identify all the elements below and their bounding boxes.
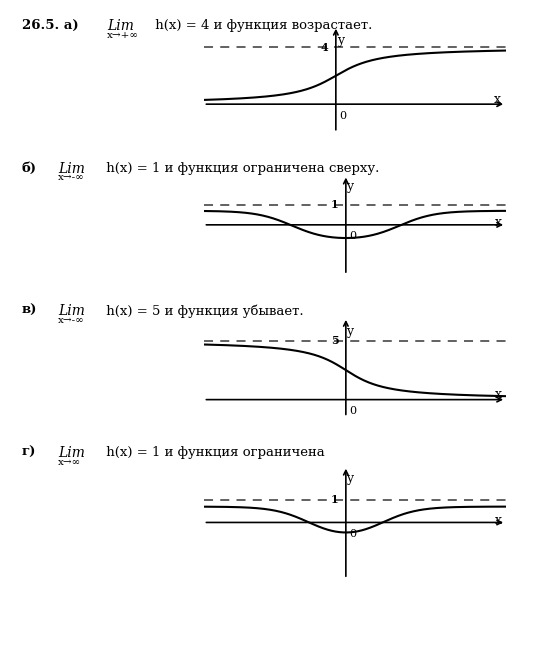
Text: Lim: Lim [58,162,85,176]
Text: x: x [495,216,502,229]
Text: y: y [346,472,354,485]
Text: y: y [337,34,344,47]
Text: 1: 1 [331,494,339,505]
Text: h(x) = 5 и функция убывает.: h(x) = 5 и функция убывает. [102,304,304,318]
Text: x: x [494,93,501,107]
Text: x→-∞: x→-∞ [58,173,85,182]
Text: x: x [495,514,502,527]
Text: 1: 1 [331,199,339,210]
Text: 0: 0 [349,406,356,415]
Text: Lim: Lim [58,304,85,318]
Text: 0: 0 [340,111,346,120]
Text: 26.5. а): 26.5. а) [22,19,79,32]
Text: в): в) [22,304,37,317]
Text: y: y [346,325,354,338]
Text: x→-∞: x→-∞ [58,316,85,325]
Text: h(x) = 1 и функция ограничена сверху.: h(x) = 1 и функция ограничена сверху. [102,162,379,175]
Text: Lim: Lim [107,19,134,34]
Text: 4: 4 [321,41,328,53]
Text: x→+∞: x→+∞ [107,31,139,40]
Text: Lim: Lim [58,446,85,461]
Text: г): г) [22,446,36,459]
Text: y: y [346,180,354,193]
Text: 0: 0 [349,529,356,539]
Text: h(x) = 1 и функция ограничена: h(x) = 1 и функция ограничена [102,446,324,459]
Text: 0: 0 [349,231,356,241]
Text: 5: 5 [331,335,339,346]
Text: x→∞: x→∞ [58,458,81,467]
Text: x: x [495,388,502,401]
Text: б): б) [22,162,37,175]
Text: h(x) = 4 и функция возрастает.: h(x) = 4 и функция возрастает. [151,19,373,32]
